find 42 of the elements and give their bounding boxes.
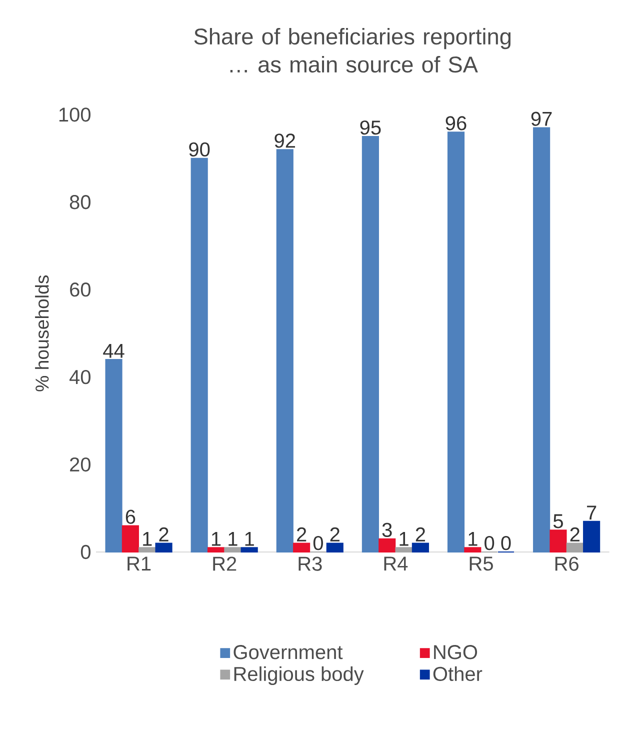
x-tick-label: R1 (128, 556, 151, 570)
data-label: 0 (501, 536, 511, 550)
data-label: 1 (245, 532, 254, 546)
x-tick-label: R4 (384, 556, 408, 570)
y-tick-label: 0 (80, 544, 90, 560)
data-label: 96 (446, 116, 466, 130)
data-label: 1 (468, 532, 478, 546)
legend-label: Government (234, 645, 343, 660)
data-label: 2 (416, 527, 426, 542)
data-label: 1 (143, 532, 152, 546)
y-tick-label: 80 (70, 195, 90, 210)
chart-title: Share of beneficiaries reporting … as main source of SA (194, 28, 511, 73)
legend-label: Other (433, 666, 482, 682)
data-label: 92 (274, 134, 296, 148)
x-tick-label: R3 (298, 556, 322, 571)
legend-label: Religious body (234, 666, 364, 685)
data-label: 2 (297, 527, 306, 542)
data-label: 95 (360, 120, 381, 135)
legend-label: NGO (434, 645, 478, 660)
data-label: 7 (587, 506, 596, 520)
y-tick-label: 20 (70, 457, 90, 472)
data-label: 44 (103, 344, 124, 358)
data-label: 97 (531, 112, 552, 126)
data-label: 2 (159, 527, 168, 542)
data-label: 2 (570, 527, 580, 542)
data-label: 5 (553, 514, 563, 528)
x-tick-label: R6 (555, 556, 578, 571)
data-label: 90 (189, 142, 210, 157)
data-label: 0 (484, 536, 494, 550)
data-label: 0 (313, 536, 323, 550)
data-label: 6 (126, 510, 136, 524)
data-label: 3 (382, 522, 392, 538)
data-label: 1 (400, 532, 408, 546)
y-tick-label: 100 (59, 108, 90, 122)
x-tick-label: R2 (213, 556, 236, 571)
y-tick-label: 60 (70, 282, 90, 297)
x-tick-label: R5 (470, 556, 493, 571)
y-tick-label: 40 (70, 370, 90, 384)
data-label: 1 (228, 532, 238, 546)
y-axis-title: % households (35, 275, 49, 392)
data-label: 2 (330, 527, 340, 542)
data-label: 1 (212, 532, 221, 546)
